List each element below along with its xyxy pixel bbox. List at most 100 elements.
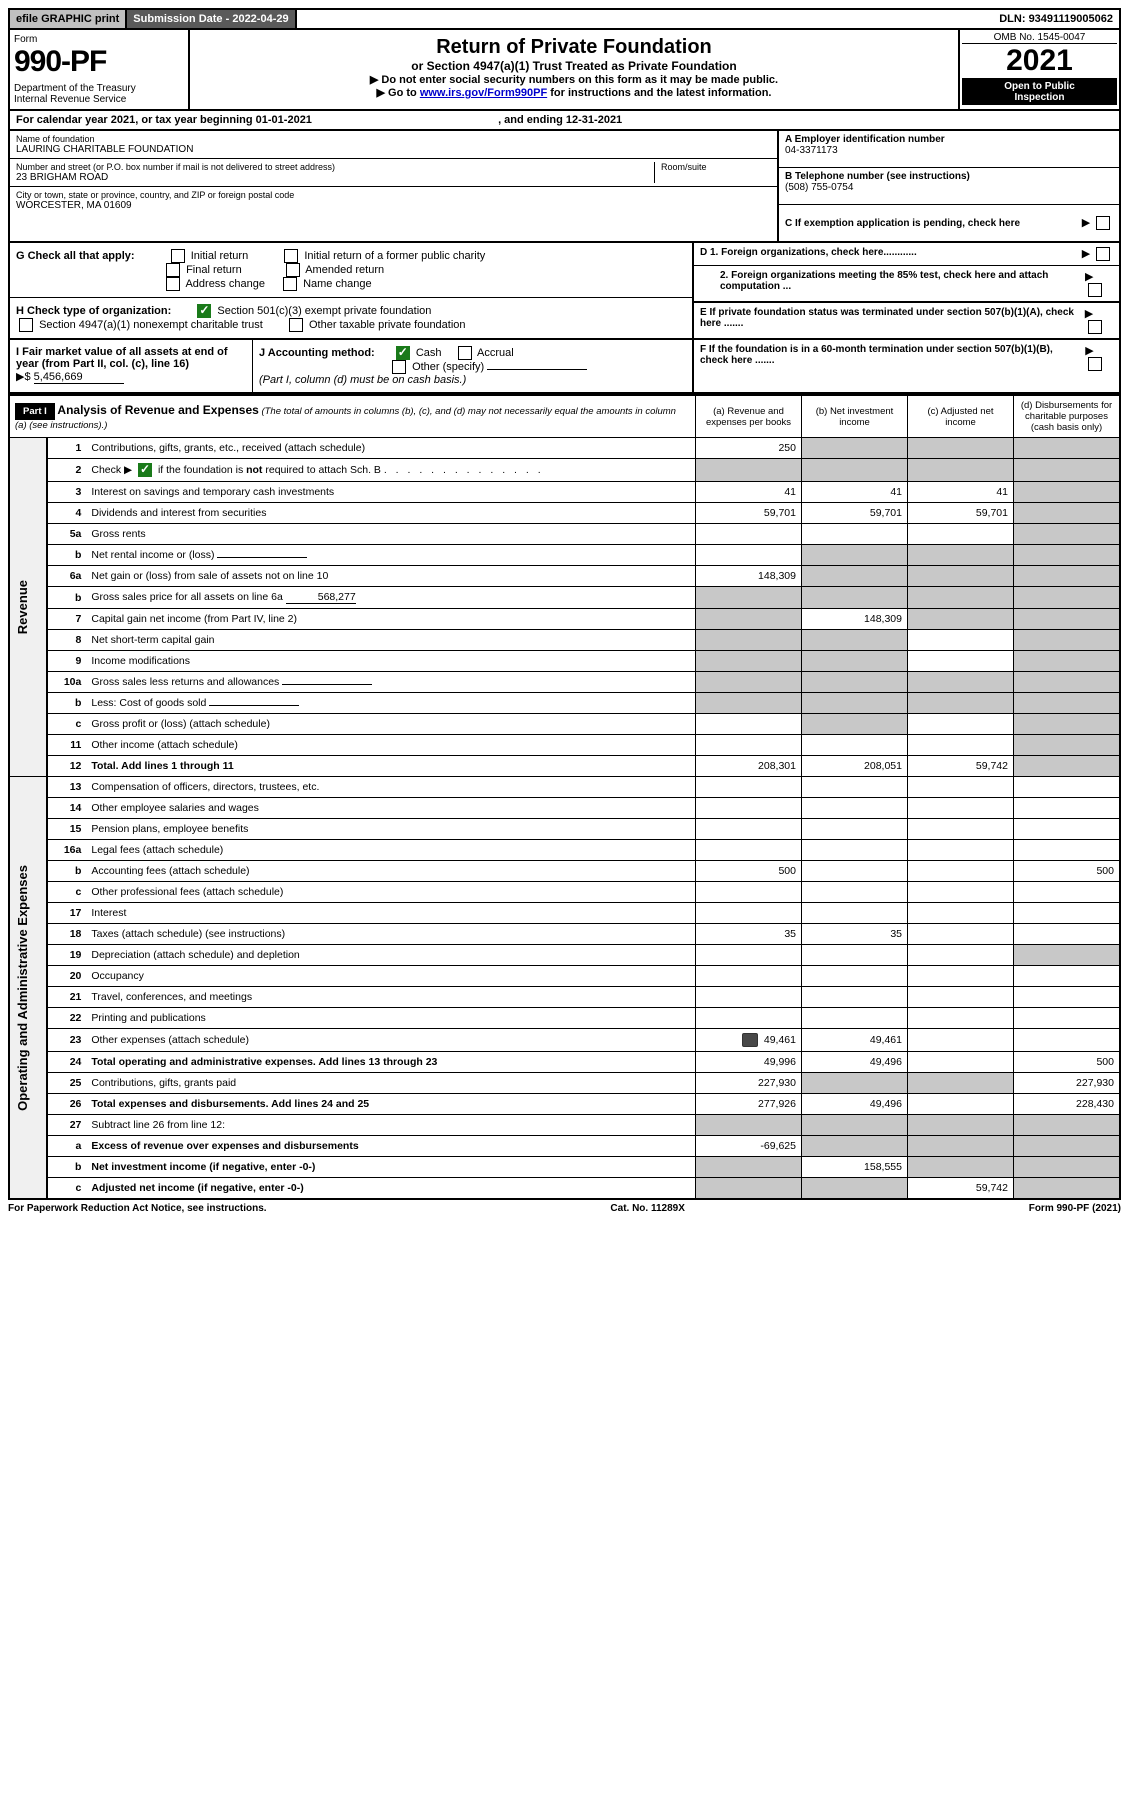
line-number: 27 [47,1115,86,1136]
amount-cell-a [696,840,802,861]
amount-cell-a: 277,926 [696,1094,802,1115]
line-description: Gross profit or (loss) (attach schedule) [86,714,695,735]
amount-cell-b [802,987,908,1008]
col-d-header: (d) Disbursements for charitable purpose… [1014,395,1121,438]
table-row: 12Total. Add lines 1 through 11208,30120… [9,756,1120,777]
e-checkbox[interactable] [1088,320,1102,334]
amount-cell-b [802,840,908,861]
amount-cell-c [908,1136,1014,1157]
line-description: Less: Cost of goods sold [86,693,695,714]
city-label: City or town, state or province, country… [16,190,771,200]
amount-cell-c: 59,742 [908,756,1014,777]
amount-cell-d: 228,430 [1014,1094,1121,1115]
cash-checkbox[interactable] [396,346,410,360]
line-number: c [47,714,86,735]
schb-checkbox[interactable] [138,463,152,477]
ein-value: 04-3371173 [785,145,1113,156]
initial-public-checkbox[interactable] [284,249,298,263]
table-row: Revenue1Contributions, gifts, grants, et… [9,438,1120,459]
amount-cell-a [696,966,802,987]
col-b-header: (b) Net investment income [802,395,908,438]
other-taxable-checkbox[interactable] [289,318,303,332]
d1-label: D 1. Foreign organizations, check here..… [700,247,917,258]
j-note: (Part I, column (d) must be on cash basi… [259,374,466,386]
opt-other-taxable: Other taxable private foundation [309,319,466,331]
name-change-checkbox[interactable] [283,277,297,291]
line-description: Printing and publications [86,1008,695,1029]
amount-cell-a [696,798,802,819]
inspect-1: Open to Public [964,81,1115,92]
initial-return-checkbox[interactable] [171,249,185,263]
amount-cell-c [908,1157,1014,1178]
warning-1: ▶ Do not enter social security numbers o… [196,73,952,86]
table-row: cGross profit or (loss) (attach schedule… [9,714,1120,735]
header-center: Return of Private Foundation or Section … [190,30,958,109]
amount-cell-c [908,777,1014,798]
inspect-2: Inspection [964,92,1115,103]
line-number: 21 [47,987,86,1008]
line-description: Taxes (attach schedule) (see instruction… [86,924,695,945]
4947-checkbox[interactable] [19,318,33,332]
addr-label: Number and street (or P.O. box number if… [16,162,654,172]
line-number: 23 [47,1029,86,1052]
table-row: bNet rental income or (loss) [9,545,1120,566]
line-number: 11 [47,735,86,756]
amount-cell-d [1014,1029,1121,1052]
line-description: Total. Add lines 1 through 11 [86,756,695,777]
line-number: c [47,1178,86,1200]
line-description: Contributions, gifts, grants, etc., rece… [86,438,695,459]
line-description: Other employee salaries and wages [86,798,695,819]
address-change-checkbox[interactable] [166,277,180,291]
final-return-checkbox[interactable] [166,263,180,277]
phone-cell: B Telephone number (see instructions) (5… [779,168,1119,205]
amount-cell-c [908,966,1014,987]
checks-section: G Check all that apply: Initial return I… [8,243,1121,394]
attachment-icon[interactable] [742,1033,758,1047]
amount-cell-d [1014,1008,1121,1029]
accrual-checkbox[interactable] [458,346,472,360]
amount-cell-b [802,777,908,798]
i-arrow: ▶$ [16,371,31,383]
line-number: 22 [47,1008,86,1029]
table-row: 10aGross sales less returns and allowanc… [9,672,1120,693]
table-row: bGross sales price for all assets on lin… [9,587,1120,609]
amount-cell-a [696,630,802,651]
efile-label[interactable]: efile GRAPHIC print [10,10,127,28]
amount-cell-a: 49,996 [696,1052,802,1073]
d1-checkbox[interactable] [1096,247,1110,261]
part1-title: Analysis of Revenue and Expenses [57,403,258,417]
checks-right: D 1. Foreign organizations, check here..… [692,243,1119,392]
amount-cell-b [802,630,908,651]
table-row: 18Taxes (attach schedule) (see instructi… [9,924,1120,945]
amount-cell-d [1014,587,1121,609]
irs-link[interactable]: www.irs.gov/Form990PF [420,87,547,99]
line-description: Contributions, gifts, grants paid [86,1073,695,1094]
line-number: 25 [47,1073,86,1094]
line-number: 24 [47,1052,86,1073]
f-checkbox[interactable] [1088,357,1102,371]
line-description: Travel, conferences, and meetings [86,987,695,1008]
amount-cell-b [802,714,908,735]
line-number: 20 [47,966,86,987]
501c3-checkbox[interactable] [197,304,211,318]
amount-cell-a [696,524,802,545]
exemption-checkbox[interactable] [1096,216,1110,230]
identity-right: A Employer identification number 04-3371… [777,131,1119,241]
amount-cell-c: 41 [908,482,1014,503]
table-row: Operating and Administrative Expenses13C… [9,777,1120,798]
amended-checkbox[interactable] [286,263,300,277]
section-h: H Check type of organization: Section 50… [10,298,692,340]
other-method-checkbox[interactable] [392,360,406,374]
d2-checkbox[interactable] [1088,283,1102,297]
amount-cell-a: 250 [696,438,802,459]
line-number: b [47,693,86,714]
table-row: 21Travel, conferences, and meetings [9,987,1120,1008]
amount-cell-d [1014,987,1121,1008]
amount-cell-d [1014,566,1121,587]
room-label: Room/suite [661,162,771,172]
amount-cell-c [908,924,1014,945]
amount-cell-a [696,545,802,566]
amount-cell-b [802,1178,908,1200]
table-row: cOther professional fees (attach schedul… [9,882,1120,903]
line-description: Depreciation (attach schedule) and deple… [86,945,695,966]
